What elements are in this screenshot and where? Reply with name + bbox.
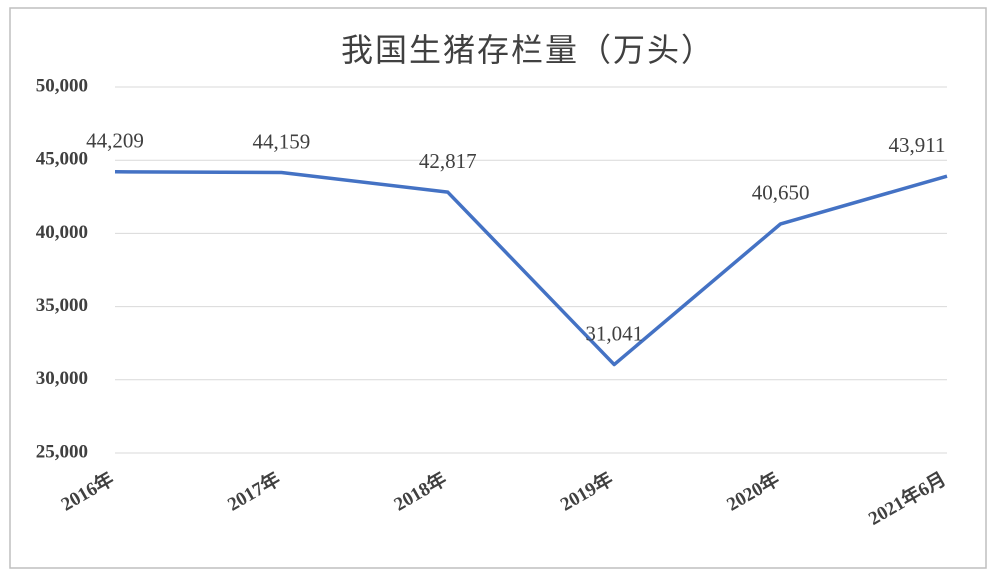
y-tick-label: 40,000 — [36, 222, 88, 243]
data-label: 31,041 — [585, 321, 643, 345]
y-tick-label: 25,000 — [36, 441, 88, 462]
data-label: 43,911 — [889, 133, 946, 157]
y-tick-label: 50,000 — [36, 75, 88, 96]
data-label: 42,817 — [419, 149, 477, 173]
line — [114, 170, 948, 367]
chart-title: 我国生猪存栏量（万头） — [341, 31, 715, 69]
y-tick-label: 45,000 — [36, 149, 88, 170]
data-label: 44,209 — [86, 129, 144, 153]
chart-border — [9, 7, 987, 569]
data-label: 44,159 — [253, 129, 311, 153]
data-label: 40,650 — [752, 181, 810, 205]
y-tick-label: 30,000 — [36, 368, 88, 389]
y-tick-label: 35,000 — [36, 295, 88, 316]
